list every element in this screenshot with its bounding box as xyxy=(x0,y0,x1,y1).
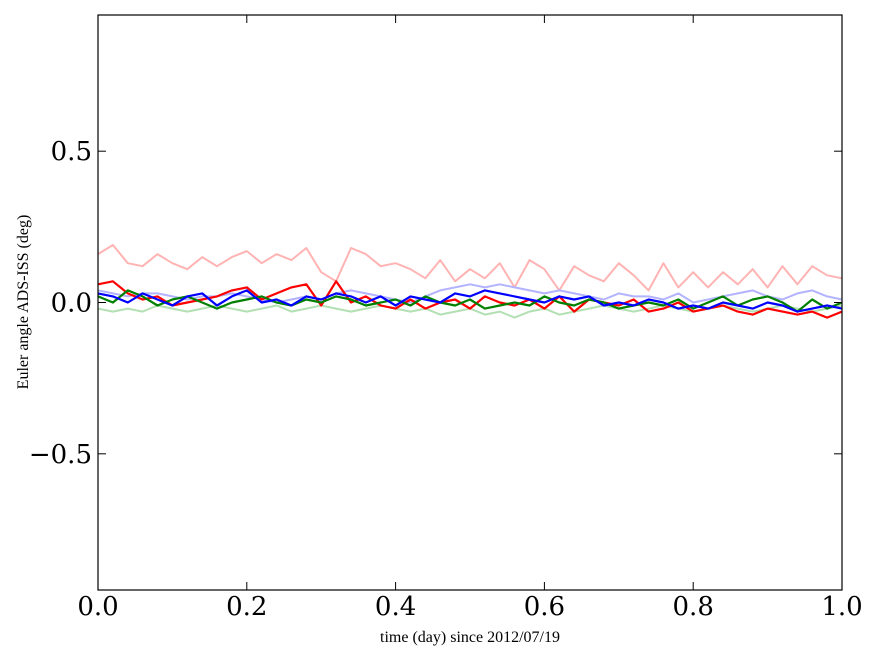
tick-layer: 0.0 0.2 0.4 0.6 0.8 1.0 −0.5 0.0 0.5 xyxy=(29,15,863,622)
y-tick-label: −0.5 xyxy=(29,440,92,470)
plot-area xyxy=(98,15,842,590)
x-tick-label: 0.4 xyxy=(375,592,416,622)
y-tick-label: 0.5 xyxy=(51,137,92,167)
x-tick-label: 0.8 xyxy=(673,592,714,622)
x-tick-label: 0.2 xyxy=(226,592,267,622)
x-tick-label: 0.6 xyxy=(524,592,565,622)
series-line-3 xyxy=(97,280,843,319)
x-tick-label: 1.0 xyxy=(821,592,862,622)
y-axis-label: Euler angle ADS-ISS (deg) xyxy=(15,215,32,390)
series-line-5 xyxy=(97,289,843,313)
x-axis-label: time (day) since 2012/07/19 xyxy=(380,629,560,646)
series-line-4 xyxy=(97,289,843,313)
series-line-0 xyxy=(97,244,843,292)
y-tick-label: 0.0 xyxy=(51,289,92,319)
series-layer xyxy=(97,244,843,319)
x-tick-label: 0.0 xyxy=(77,592,118,622)
